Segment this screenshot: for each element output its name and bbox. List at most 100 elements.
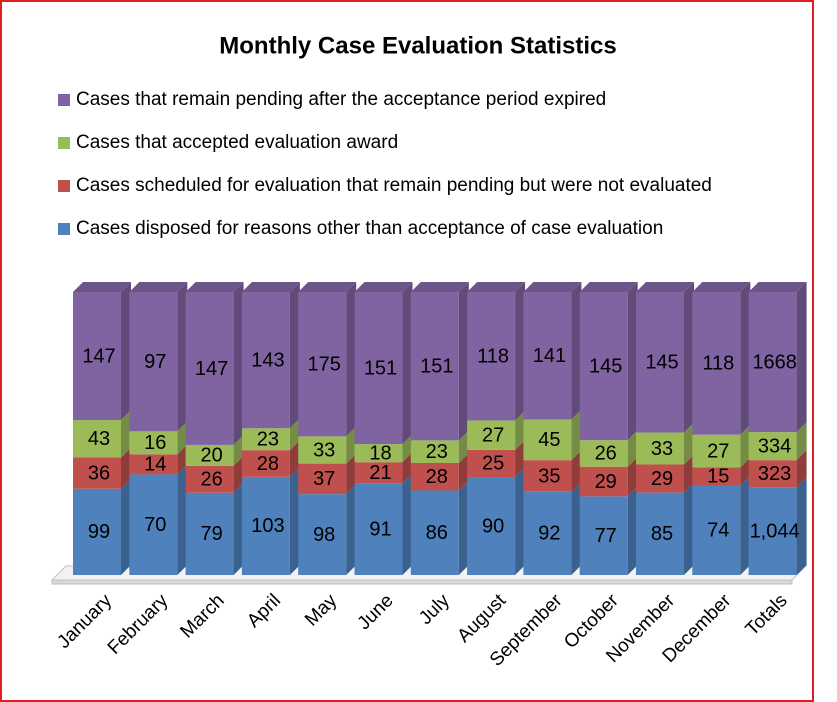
- bar-side: [684, 422, 694, 465]
- bar-front: [636, 432, 684, 465]
- bar-side: [571, 450, 582, 492]
- bar-side: [458, 282, 469, 441]
- value-label: 118: [477, 346, 509, 368]
- bar-side: [346, 282, 357, 437]
- legend-swatch: [58, 94, 70, 106]
- bar-side: [177, 444, 188, 475]
- value-label: 23: [426, 441, 448, 463]
- bar-front: [354, 483, 403, 575]
- bar-front: [467, 420, 516, 450]
- value-label: 90: [482, 515, 504, 537]
- bar-segment: [692, 424, 751, 468]
- legend-label: Cases that remain pending after the acce…: [76, 89, 606, 110]
- bar-segment: [523, 481, 582, 575]
- value-label: 145: [645, 352, 678, 374]
- value-label: 97: [144, 351, 166, 373]
- bar-top: [579, 282, 638, 292]
- bar-side: [177, 421, 188, 455]
- value-label: 143: [251, 349, 284, 371]
- bar-front: [354, 292, 403, 445]
- value-label: 91: [369, 518, 391, 540]
- bar-segment: [129, 444, 188, 475]
- bar-front: [748, 432, 797, 461]
- bar-segment: [748, 477, 807, 575]
- bar-side: [289, 282, 300, 429]
- value-label: 85: [651, 523, 673, 545]
- bar-side: [796, 450, 807, 488]
- bar-side: [233, 482, 244, 575]
- bar-segment: [354, 452, 413, 484]
- bar-segment: [185, 482, 244, 575]
- bar-side: [402, 434, 413, 463]
- bar-side: [177, 464, 188, 575]
- bar-segment: [298, 282, 357, 437]
- bar-front: [636, 464, 684, 493]
- bar-side: [233, 455, 244, 493]
- bar-segment: [636, 422, 694, 465]
- bar-segment: [579, 486, 638, 575]
- bar-segment: [410, 430, 469, 463]
- bar-side: [627, 486, 638, 575]
- bar-segment: [73, 410, 131, 458]
- bar-segment: [748, 450, 807, 488]
- value-label: 92: [538, 523, 560, 545]
- bar-front: [748, 460, 797, 488]
- bar-side: [684, 454, 694, 493]
- value-label: 147: [195, 358, 228, 380]
- bar-front: [692, 292, 741, 435]
- bar-front: [298, 292, 347, 437]
- value-label: 33: [651, 438, 673, 460]
- bar-segment: [241, 418, 300, 451]
- bar-segment: [185, 455, 244, 493]
- bar-segment: [692, 475, 751, 575]
- bar-side: [796, 477, 807, 575]
- value-label: 103: [251, 515, 284, 537]
- value-label: 36: [88, 462, 110, 484]
- bar-segment: [354, 473, 413, 575]
- bar-top: [354, 282, 413, 292]
- bar-segment: [410, 452, 469, 491]
- bar-segment: [523, 409, 582, 461]
- bar-top: [523, 282, 582, 292]
- bar-segment: [129, 464, 188, 575]
- bar-top: [129, 282, 188, 292]
- bar-segment: [298, 426, 357, 464]
- value-label: 45: [538, 429, 560, 451]
- bar-side: [289, 466, 300, 575]
- bar-segment: [636, 282, 694, 433]
- bar-side: [571, 409, 582, 461]
- bar-top: [748, 282, 807, 292]
- bar-top: [241, 282, 300, 292]
- bar-front: [748, 487, 797, 575]
- bar-front: [523, 491, 572, 575]
- bar-front: [636, 492, 684, 575]
- bar-segment: [298, 453, 357, 495]
- bar-segment: [467, 467, 526, 575]
- bar-segment: [692, 282, 751, 435]
- bar-front: [692, 434, 741, 468]
- bar-front: [410, 440, 459, 463]
- bar-front: [354, 444, 403, 463]
- bar-side: [346, 453, 357, 495]
- value-label: 147: [82, 345, 115, 367]
- bar-side: [571, 481, 582, 575]
- value-label: 118: [702, 353, 734, 375]
- bar-front: [129, 292, 178, 432]
- bar-side: [684, 482, 694, 575]
- bar-front: [298, 436, 347, 464]
- bar-front: [241, 292, 290, 429]
- bar-side: [796, 282, 807, 433]
- bar-top: [298, 282, 357, 292]
- bar-front: [523, 419, 572, 461]
- bar-side: [402, 452, 413, 484]
- value-label: 23: [257, 428, 279, 450]
- bar-side: [515, 439, 526, 478]
- value-label: 37: [313, 468, 335, 490]
- bar-front: [467, 292, 516, 421]
- value-label: 145: [589, 355, 622, 377]
- bar-side: [627, 456, 638, 497]
- bar-side: [402, 473, 413, 575]
- bar-segment: [354, 282, 413, 445]
- value-label: 323: [758, 463, 791, 485]
- bar-front: [523, 460, 572, 492]
